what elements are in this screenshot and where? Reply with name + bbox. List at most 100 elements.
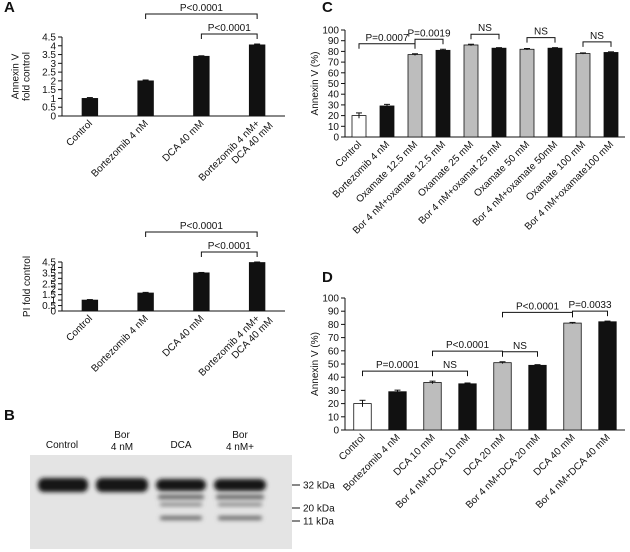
annotation: P<0.0001 — [208, 241, 252, 252]
bracket — [145, 13, 258, 20]
error-bar — [499, 361, 506, 364]
bracket — [432, 370, 468, 377]
y-tick-label: 1 — [50, 296, 56, 307]
error-bar — [254, 261, 261, 264]
error-bar — [580, 52, 586, 55]
y-tick-label: 2.5 — [42, 279, 56, 290]
y-tick-label: 4 — [50, 263, 56, 274]
blot-bands — [38, 478, 266, 520]
x-tick-label: Control — [337, 432, 368, 463]
band — [218, 503, 262, 506]
bar — [598, 321, 617, 431]
y-axis-label: Annexin Vfold control — [11, 52, 33, 101]
bar — [491, 47, 507, 138]
error-bar — [440, 48, 446, 52]
y-axis-label-line: Annexin V — [11, 53, 22, 99]
error-bar — [198, 55, 205, 57]
bracket — [470, 33, 500, 40]
y-tick-label: 80 — [328, 320, 340, 331]
annotation: P<0.0001 — [180, 3, 224, 14]
lane-label-line: Control — [46, 440, 78, 451]
y-tick-label: 2 — [50, 285, 56, 296]
lane-label-line: 4 nM — [111, 442, 133, 453]
band — [218, 516, 262, 520]
y-tick-label: 3 — [50, 59, 56, 70]
x-tick-label: DCA 40 mM — [161, 118, 207, 164]
annotation: P=0.0001 — [376, 360, 420, 371]
lane-label-line: DCA — [170, 440, 191, 451]
panel-label: D — [322, 269, 333, 286]
band — [214, 479, 266, 491]
y-axis-label: PI fold control — [22, 256, 33, 317]
y-tick-label: 30 — [328, 100, 340, 111]
bracket — [362, 370, 433, 377]
y-tick-label: 0.5 — [42, 103, 56, 114]
y-tick-label: 90 — [328, 36, 340, 47]
x-tick-label: Control — [64, 313, 95, 344]
y-axis-label-line: fold control — [22, 52, 33, 101]
panel-label: A — [4, 0, 15, 16]
error-bar — [534, 364, 541, 366]
band — [96, 478, 148, 492]
bar — [563, 322, 582, 431]
lane-label: Bor 4 nM — [111, 430, 133, 453]
error-bar — [552, 47, 558, 49]
bracket — [200, 33, 258, 40]
marker-label: 32 kDa — [303, 481, 335, 492]
bar — [528, 364, 547, 431]
annotation: NS — [534, 27, 548, 38]
y-tick-label: 10 — [328, 412, 340, 423]
y-axis-label: Annexin V (%) — [310, 332, 321, 396]
bar — [547, 47, 563, 138]
error-bar — [198, 271, 205, 274]
lane-label: Bor 4 nM+ — [226, 430, 254, 453]
error-bar — [142, 79, 149, 82]
error-bar — [394, 389, 401, 394]
y-tick-label: 80 — [328, 47, 340, 58]
x-tick-label: Bortezomib 4 nM+DCA 40 mM — [197, 113, 276, 192]
y-tick-label: 50 — [328, 79, 340, 90]
bracket — [414, 38, 444, 45]
y-tick-label: 3.5 — [42, 50, 56, 61]
x-tick-label: Bortezomib 4 nM — [90, 118, 151, 179]
annotation: NS — [513, 341, 527, 352]
marker-label: 11 kDa — [303, 517, 334, 528]
error-bar — [86, 299, 93, 301]
band — [216, 495, 264, 499]
blot-membrane — [30, 455, 292, 549]
y-tick-label: 60 — [328, 68, 340, 79]
x-tick-label: DCA 40 mM — [161, 313, 207, 359]
y-tick-label: 4.5 — [42, 258, 56, 269]
annotation: P=0.0019 — [407, 28, 451, 39]
bar — [81, 299, 99, 312]
y-axis-label: Annexin V (%) — [310, 52, 321, 116]
bar — [353, 403, 372, 431]
y-tick-label: 2 — [50, 76, 56, 87]
bar — [575, 53, 591, 138]
y-tick-label: 0.5 — [42, 301, 56, 312]
error-bar — [254, 43, 261, 46]
error-bar — [359, 399, 366, 407]
lane-label-line: Bor — [232, 430, 248, 441]
error-bar — [608, 51, 614, 54]
error-bar — [604, 320, 611, 323]
x-tick-label: Control — [64, 118, 95, 149]
y-tick-label: 3 — [50, 274, 56, 285]
y-tick-label: 100 — [322, 26, 339, 37]
band — [156, 479, 206, 491]
western-blot — [30, 455, 300, 549]
marker-label: 20 kDa — [303, 504, 335, 515]
annotation: P<0.0001 — [208, 23, 252, 34]
bracket — [526, 37, 556, 43]
error-bar — [356, 112, 362, 119]
bracket — [502, 351, 538, 357]
bar — [423, 382, 442, 431]
error-bar — [464, 382, 471, 385]
band — [38, 478, 88, 492]
y-tick-label: 4 — [50, 41, 56, 52]
bracket — [432, 350, 503, 357]
bar — [193, 55, 210, 117]
band — [160, 516, 202, 520]
error-bar — [429, 380, 436, 384]
